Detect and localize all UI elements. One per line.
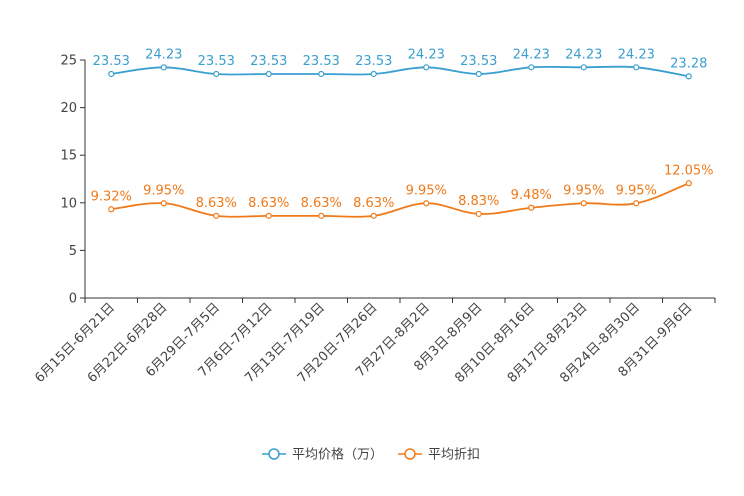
data-label: 9.32% [91, 189, 132, 204]
data-point[interactable] [160, 64, 167, 71]
legend-marker-icon [404, 448, 416, 460]
data-label: 24.23 [565, 47, 602, 62]
data-point[interactable] [528, 64, 535, 71]
axes: 05101520256月15日-6月21日6月22日-6月28日6月29日-7月… [32, 54, 716, 386]
legend-label: 平均折扣 [428, 448, 480, 463]
data-point[interactable] [633, 64, 640, 71]
y-tick-label: 25 [60, 54, 77, 69]
data-point[interactable] [633, 200, 640, 207]
data-point[interactable] [423, 200, 430, 207]
legend-marker-icon [268, 448, 280, 460]
data-point[interactable] [265, 212, 272, 219]
data-label: 23.53 [460, 54, 497, 69]
data-point[interactable] [528, 204, 535, 211]
series-layer [108, 64, 692, 219]
data-point[interactable] [475, 210, 482, 218]
data-point[interactable] [685, 180, 692, 187]
data-point[interactable] [580, 64, 587, 71]
data-point[interactable] [685, 73, 692, 80]
data-point[interactable] [475, 70, 482, 78]
y-tick-label: 20 [60, 101, 77, 116]
series-line-1 [111, 65, 689, 78]
legend[interactable]: 平均价格（万） 平均折扣 [262, 447, 480, 463]
data-point[interactable] [318, 70, 325, 78]
y-tick-label: 15 [60, 149, 77, 164]
data-point[interactable] [580, 200, 587, 207]
data-label: 9.48% [511, 188, 552, 203]
data-label: 9.95% [616, 183, 657, 198]
data-label: 9.95% [406, 183, 447, 198]
data-label: 24.23 [513, 47, 550, 62]
data-point[interactable] [318, 212, 325, 219]
data-labels-layer: 23.53 24.23 23.53 23.53 23.53 23.53 24.23 23.53… [91, 47, 714, 211]
y-tick-label: 5 [69, 244, 77, 259]
y-tick-label: 0 [69, 292, 77, 307]
data-point[interactable] [108, 70, 115, 78]
legend-label: 平均价格（万） [292, 447, 383, 463]
data-label: 23.53 [303, 54, 340, 69]
data-label: 9.95% [143, 183, 184, 198]
data-label: 23.28 [670, 56, 707, 71]
data-label: 8.83% [458, 194, 499, 209]
data-label: 23.53 [355, 54, 392, 69]
data-label: 12.05% [664, 163, 714, 178]
data-point[interactable] [423, 64, 430, 71]
data-label: 8.63% [248, 196, 289, 211]
series-line-2 [111, 182, 690, 218]
data-point[interactable] [108, 206, 115, 213]
data-label: 23.53 [250, 54, 287, 69]
data-label: 24.23 [145, 47, 182, 62]
data-label: 8.63% [196, 196, 237, 211]
y-tick-label: 10 [60, 196, 77, 211]
data-label: 8.63% [301, 196, 342, 211]
data-point[interactable] [213, 70, 220, 78]
legend-item-1[interactable]: 平均价格（万） [262, 447, 383, 463]
data-point[interactable] [213, 212, 220, 219]
legend-item-2[interactable]: 平均折扣 [398, 448, 480, 463]
data-label: 24.23 [618, 47, 655, 62]
data-label: 23.53 [93, 54, 130, 69]
data-point[interactable] [370, 70, 377, 78]
data-point[interactable] [160, 200, 167, 207]
data-label: 23.53 [198, 54, 235, 69]
data-label: 24.23 [408, 47, 445, 62]
data-point[interactable] [265, 70, 272, 78]
data-point[interactable] [370, 212, 377, 219]
data-label: 8.63% [353, 196, 394, 211]
data-label: 9.95% [563, 183, 604, 198]
